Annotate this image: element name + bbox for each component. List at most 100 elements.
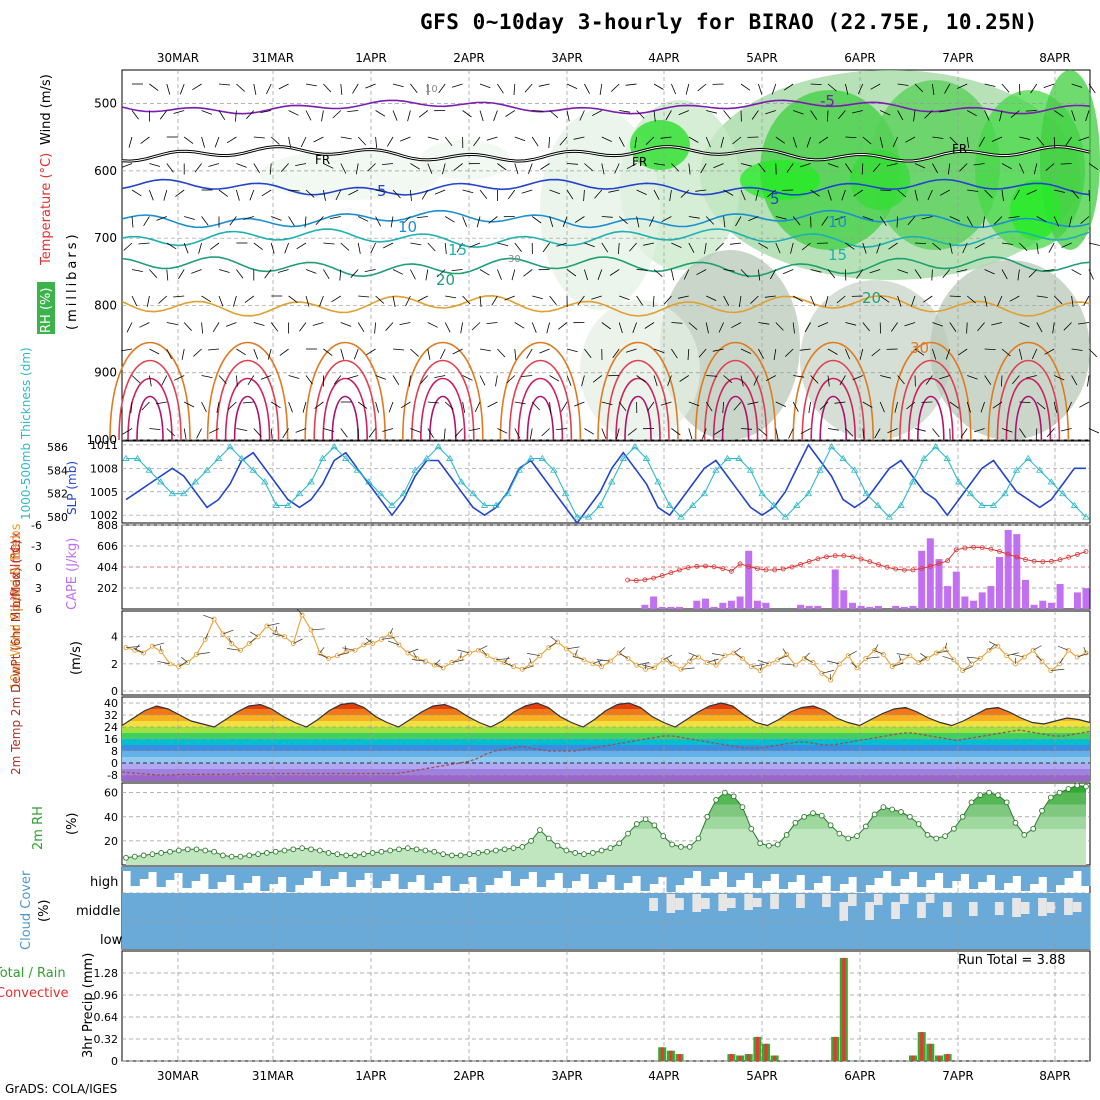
rh-marker	[722, 789, 728, 796]
wind-barb	[601, 401, 613, 406]
wind-barb	[444, 401, 454, 410]
cloud-high-cell	[1020, 867, 1031, 891]
cape-bar	[987, 586, 995, 609]
surface-wind-barb	[821, 670, 835, 674]
wind-barb	[270, 401, 281, 409]
cloud-mid-low-cell	[709, 893, 719, 949]
date-tick-label: 6APR	[844, 1069, 875, 1083]
rh-shade	[630, 120, 690, 170]
surface-wind-barb	[272, 633, 285, 638]
cape-bar	[1082, 588, 1090, 609]
wind-barb	[793, 110, 804, 115]
thickness-marker	[1059, 489, 1067, 497]
wind-barb	[1008, 216, 1020, 219]
surface-wind-barb	[759, 664, 763, 671]
wind-barb	[451, 83, 463, 88]
rh-tick-label: 60	[104, 787, 118, 800]
wind-barb	[321, 110, 324, 122]
rh-marker	[810, 810, 816, 816]
surface-wind-barb	[1036, 655, 1043, 662]
surface-wind-barb	[407, 648, 419, 654]
wind-barb	[861, 163, 864, 175]
wind-barb	[856, 269, 864, 279]
thickness-marker	[793, 501, 801, 508]
rh-marker	[440, 851, 446, 857]
thickness-marker	[850, 466, 859, 473]
wind-barb	[546, 322, 550, 334]
wind-barb	[879, 295, 890, 303]
cape-bar	[1047, 602, 1055, 609]
lifted-index-marker	[945, 558, 950, 564]
cape-bar	[736, 596, 744, 609]
wind-barb	[722, 401, 724, 414]
thickness-marker	[191, 478, 200, 485]
wind-barb	[584, 242, 595, 248]
wind-barb	[1030, 83, 1038, 94]
wind-barb	[473, 136, 481, 147]
pressure-tick-label: 800	[94, 298, 117, 312]
cloud-clear-cell	[770, 894, 780, 909]
wind-barb	[386, 136, 394, 147]
wind-barb	[163, 189, 168, 201]
wind-barb	[740, 163, 752, 167]
cape-bar	[874, 605, 882, 609]
wind-barb	[375, 189, 387, 193]
wind-barb	[156, 216, 167, 221]
wind-barb	[364, 269, 376, 272]
thickness-marker	[1082, 513, 1090, 520]
temperature-plume	[996, 359, 1061, 441]
cape-bar	[857, 605, 865, 609]
wind-barb	[340, 322, 352, 327]
wind-barb	[549, 110, 559, 119]
thickness-marker	[862, 489, 870, 497]
cloud-units-label: (%)	[37, 900, 52, 923]
wind-barb	[183, 322, 192, 331]
wind-barb	[410, 428, 421, 433]
cloud-mid-low-cell	[822, 893, 832, 949]
wind-barb	[775, 428, 779, 440]
wind-barb	[357, 322, 365, 333]
cape-bar	[727, 600, 735, 609]
wind-barb	[507, 189, 516, 200]
cloud-mid-low-cell	[856, 893, 866, 949]
precip-convective-bar	[911, 1055, 915, 1061]
rh-marker	[528, 838, 534, 844]
cape-bar	[909, 605, 917, 609]
cloud-high-cell	[986, 867, 996, 875]
wind-barb	[644, 322, 655, 329]
rh-marker	[457, 852, 464, 859]
wind-barb	[375, 110, 386, 117]
wind-barb	[1060, 428, 1072, 432]
thickness-marker	[897, 501, 905, 508]
wind-barb	[636, 216, 640, 228]
rh-marker	[387, 847, 394, 854]
date-tick-label: 7APR	[942, 51, 973, 65]
cloud-high-cell	[355, 867, 365, 880]
cape-bar	[1022, 579, 1029, 609]
wind-barb	[497, 348, 506, 358]
wind-barb	[462, 295, 471, 305]
cloud-high-cell	[951, 867, 961, 881]
wind-barb	[890, 322, 898, 332]
wind-barb	[1036, 136, 1045, 146]
rh-marker	[140, 852, 147, 859]
rh-marker	[862, 823, 869, 830]
wind-barb	[839, 375, 846, 386]
wind-barb	[212, 322, 220, 333]
wind-barb	[181, 348, 185, 360]
wind-barb	[738, 295, 742, 307]
wind-barb	[740, 269, 749, 278]
thickness-marker	[180, 489, 188, 497]
wind-barb	[618, 401, 627, 411]
wind-barb	[827, 83, 837, 92]
lifted-index-marker	[876, 562, 881, 567]
wind-barb	[852, 375, 863, 381]
wind-barb	[574, 401, 585, 407]
thickness-marker	[261, 478, 269, 485]
temperature-line	[121, 702, 1091, 728]
wind-barb	[677, 295, 689, 299]
wind-barb	[1071, 348, 1083, 351]
wind-barb	[874, 428, 881, 439]
rh-marker	[149, 851, 156, 857]
